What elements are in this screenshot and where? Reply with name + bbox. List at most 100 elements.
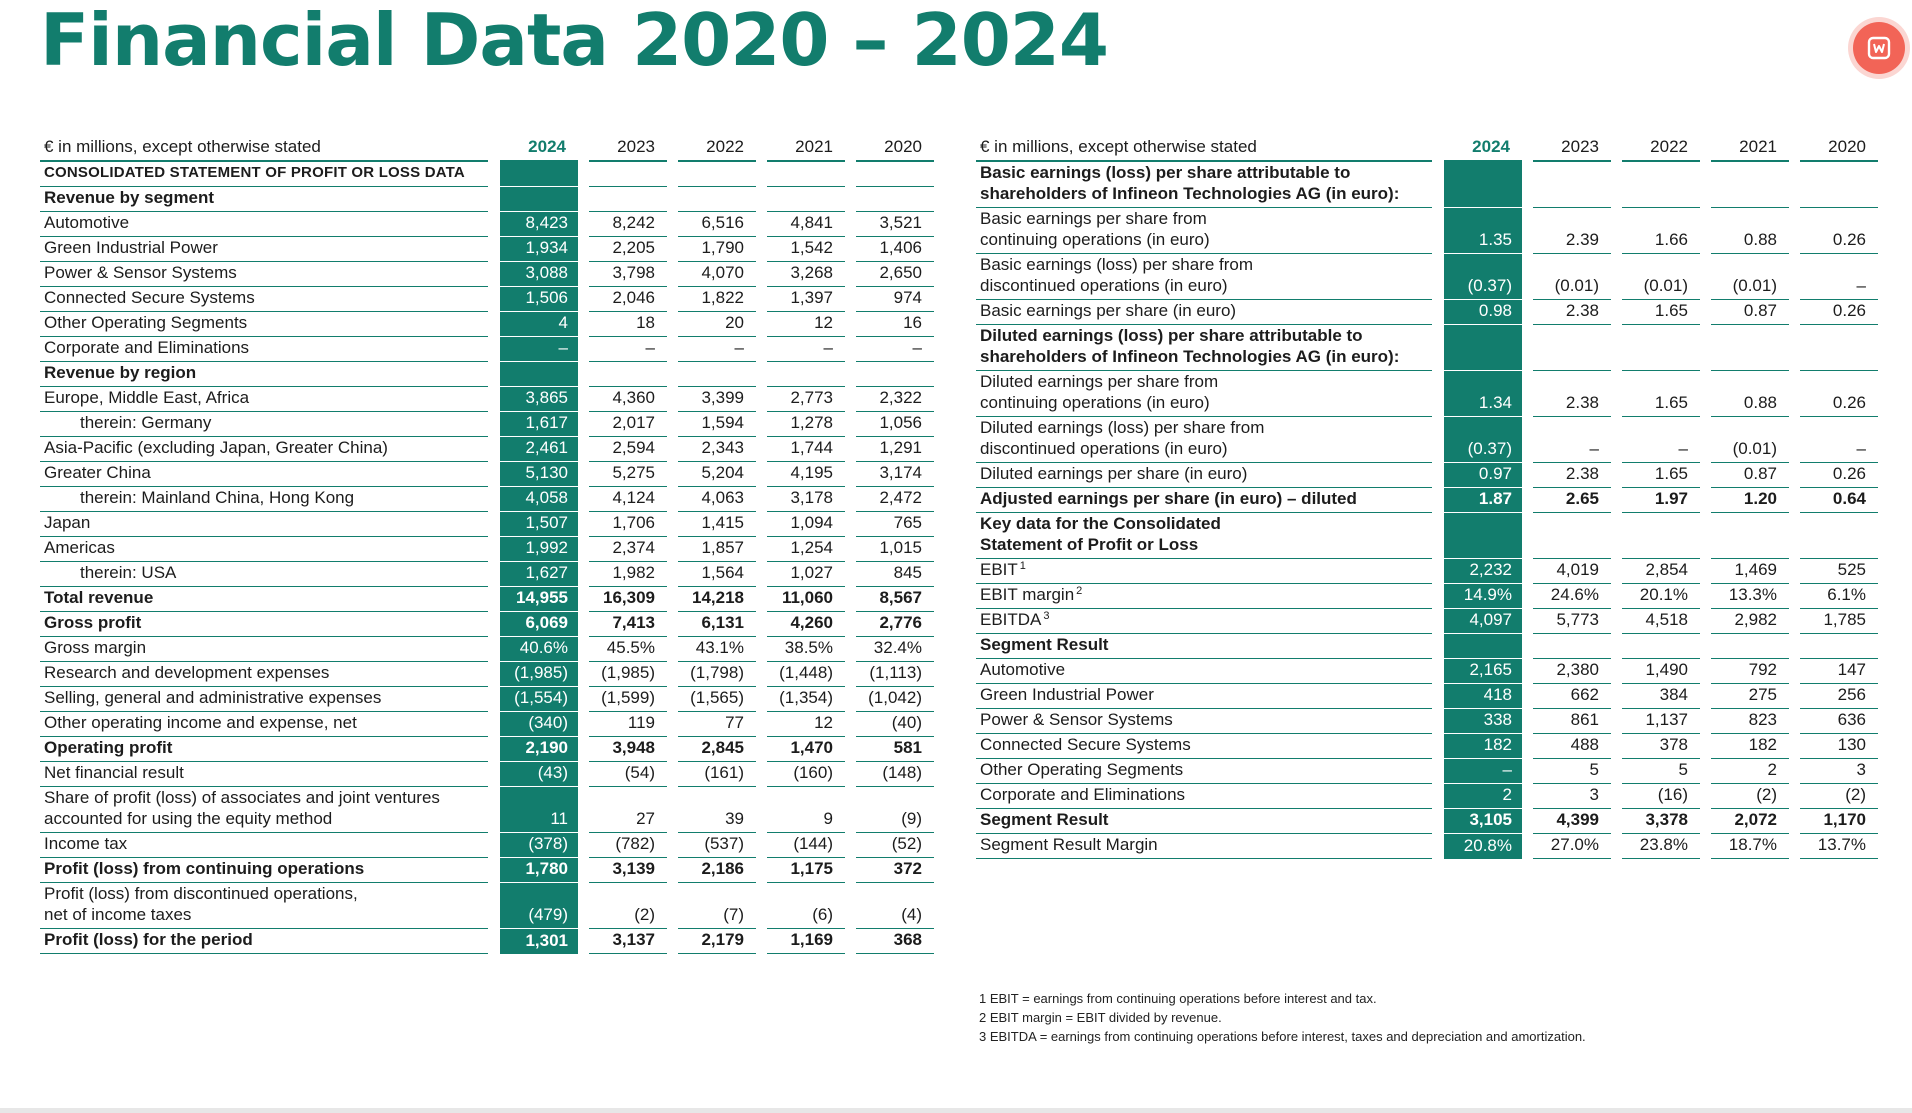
value-cell: [678, 361, 756, 387]
value-cell: 0.26: [1800, 299, 1878, 325]
column-gap: [667, 737, 678, 762]
value-cell: 4,063: [678, 486, 756, 512]
column-gap: [578, 883, 589, 929]
column-gap: [488, 187, 500, 212]
column-gap: [1522, 834, 1533, 859]
value-cell-current-year: 1,627: [500, 561, 578, 587]
column-gap: [756, 762, 767, 787]
column-gap: [1432, 488, 1444, 513]
column-gap: [845, 187, 856, 212]
column-gap: [488, 212, 500, 237]
table-row: Diluted earnings per share from continuin…: [976, 370, 1878, 417]
column-gap: [845, 637, 856, 662]
column-gap: [1611, 709, 1622, 734]
column-gap: [756, 337, 767, 362]
value-cell: 8,242: [589, 211, 667, 237]
value-cell: 378: [1622, 733, 1700, 759]
column-gap: [1432, 734, 1444, 759]
value-cell: 5,773: [1533, 608, 1611, 634]
row-label: Research and development expenses: [40, 661, 488, 687]
column-gap: [1522, 734, 1533, 759]
column-gap: [578, 858, 589, 883]
column-gap: [845, 122, 856, 161]
column-gap: [488, 437, 500, 462]
row-label: therein: USA: [40, 561, 488, 587]
column-gap: [488, 387, 500, 412]
column-gap: [578, 312, 589, 337]
value-cell: 3: [1533, 783, 1611, 809]
column-gap: [1700, 784, 1711, 809]
value-cell-current-year: [1444, 324, 1522, 371]
row-label-text: Greater China: [44, 463, 151, 482]
column-gap: [1700, 634, 1711, 659]
value-cell: 1,169: [767, 928, 845, 954]
value-cell: [1533, 324, 1611, 371]
table-row: Segment Result Margin 20.8% 27.0% 23.8% 18.7…: [976, 833, 1878, 859]
row-label-text: Segment Result Margin: [980, 835, 1158, 854]
value-cell: 2,650: [856, 261, 934, 287]
column-gap: [756, 787, 767, 833]
value-cell-current-year: 1,780: [500, 857, 578, 883]
row-label: Selling, general and administrative expe…: [40, 686, 488, 712]
table-row: EBIT 1 2,232 4,019 2,854 1,469 525: [976, 558, 1878, 584]
year-header: 2020: [1800, 122, 1878, 162]
unit-note: € in millions, except otherwise stated: [976, 122, 1432, 162]
column-gap: [1789, 513, 1800, 559]
value-cell-current-year: 0.98: [1444, 299, 1522, 325]
unit-note: € in millions, except otherwise stated: [40, 122, 488, 162]
table-row: Revenue by segment: [40, 186, 934, 212]
column-gap: [756, 237, 767, 262]
footnote-1: 1 EBIT = earnings from continuing operat…: [979, 991, 1377, 1006]
row-label-text: Americas: [44, 538, 115, 557]
column-gap: [667, 858, 678, 883]
row-label: Adjusted earnings per share (in euro) – …: [976, 487, 1432, 513]
value-cell: (160): [767, 761, 845, 787]
table-row: Segment Result: [976, 633, 1878, 659]
value-cell: 974: [856, 286, 934, 312]
value-cell: 2,594: [589, 436, 667, 462]
column-gap: [578, 737, 589, 762]
row-label-text: Profit (loss) for the period: [44, 930, 253, 949]
column-gap: [1789, 734, 1800, 759]
column-gap: [667, 712, 678, 737]
value-cell: [856, 161, 934, 187]
column-gap: [578, 612, 589, 637]
row-label: Diluted earnings (loss) per share attrib…: [976, 324, 1432, 371]
table-row: Diluted earnings per share (in euro) 0.97…: [976, 462, 1878, 488]
column-gap: [1432, 161, 1444, 208]
value-cell: 1,254: [767, 536, 845, 562]
column-gap: [1432, 659, 1444, 684]
value-cell: 2,854: [1622, 558, 1700, 584]
value-cell: 18.7%: [1711, 833, 1789, 859]
value-cell: 1,857: [678, 536, 756, 562]
value-cell: 1,785: [1800, 608, 1878, 634]
row-label: Segment Result: [976, 633, 1432, 659]
table-row: Diluted earnings (loss) per share from di…: [976, 416, 1878, 463]
column-gap: [1700, 659, 1711, 684]
value-cell: (6): [767, 882, 845, 929]
app-icon[interactable]: [1853, 22, 1905, 74]
table-row: Americas 1,992 2,374 1,857 1,254 1,015: [40, 536, 934, 562]
column-gap: [488, 337, 500, 362]
column-gap: [1789, 709, 1800, 734]
value-cell: 2,343: [678, 436, 756, 462]
column-gap: [578, 237, 589, 262]
value-cell: (16): [1622, 783, 1700, 809]
column-gap: [1700, 122, 1711, 161]
value-cell-current-year: (378): [500, 832, 578, 858]
row-label-text: therein: USA: [80, 563, 177, 582]
row-label-text: EBITDA: [980, 610, 1042, 629]
value-cell: (537): [678, 832, 756, 858]
column-gap: [578, 287, 589, 312]
value-cell: 147: [1800, 658, 1878, 684]
column-gap: [1522, 300, 1533, 325]
value-cell: 2.38: [1533, 462, 1611, 488]
column-gap: [1432, 122, 1444, 161]
column-gap: [667, 687, 678, 712]
column-gap: [1432, 584, 1444, 609]
value-cell: 0.26: [1800, 462, 1878, 488]
value-cell: (1,565): [678, 686, 756, 712]
row-label: EBITDA 3: [976, 608, 1432, 634]
column-gap: [1522, 463, 1533, 488]
row-label-text: Gross profit: [44, 613, 142, 632]
